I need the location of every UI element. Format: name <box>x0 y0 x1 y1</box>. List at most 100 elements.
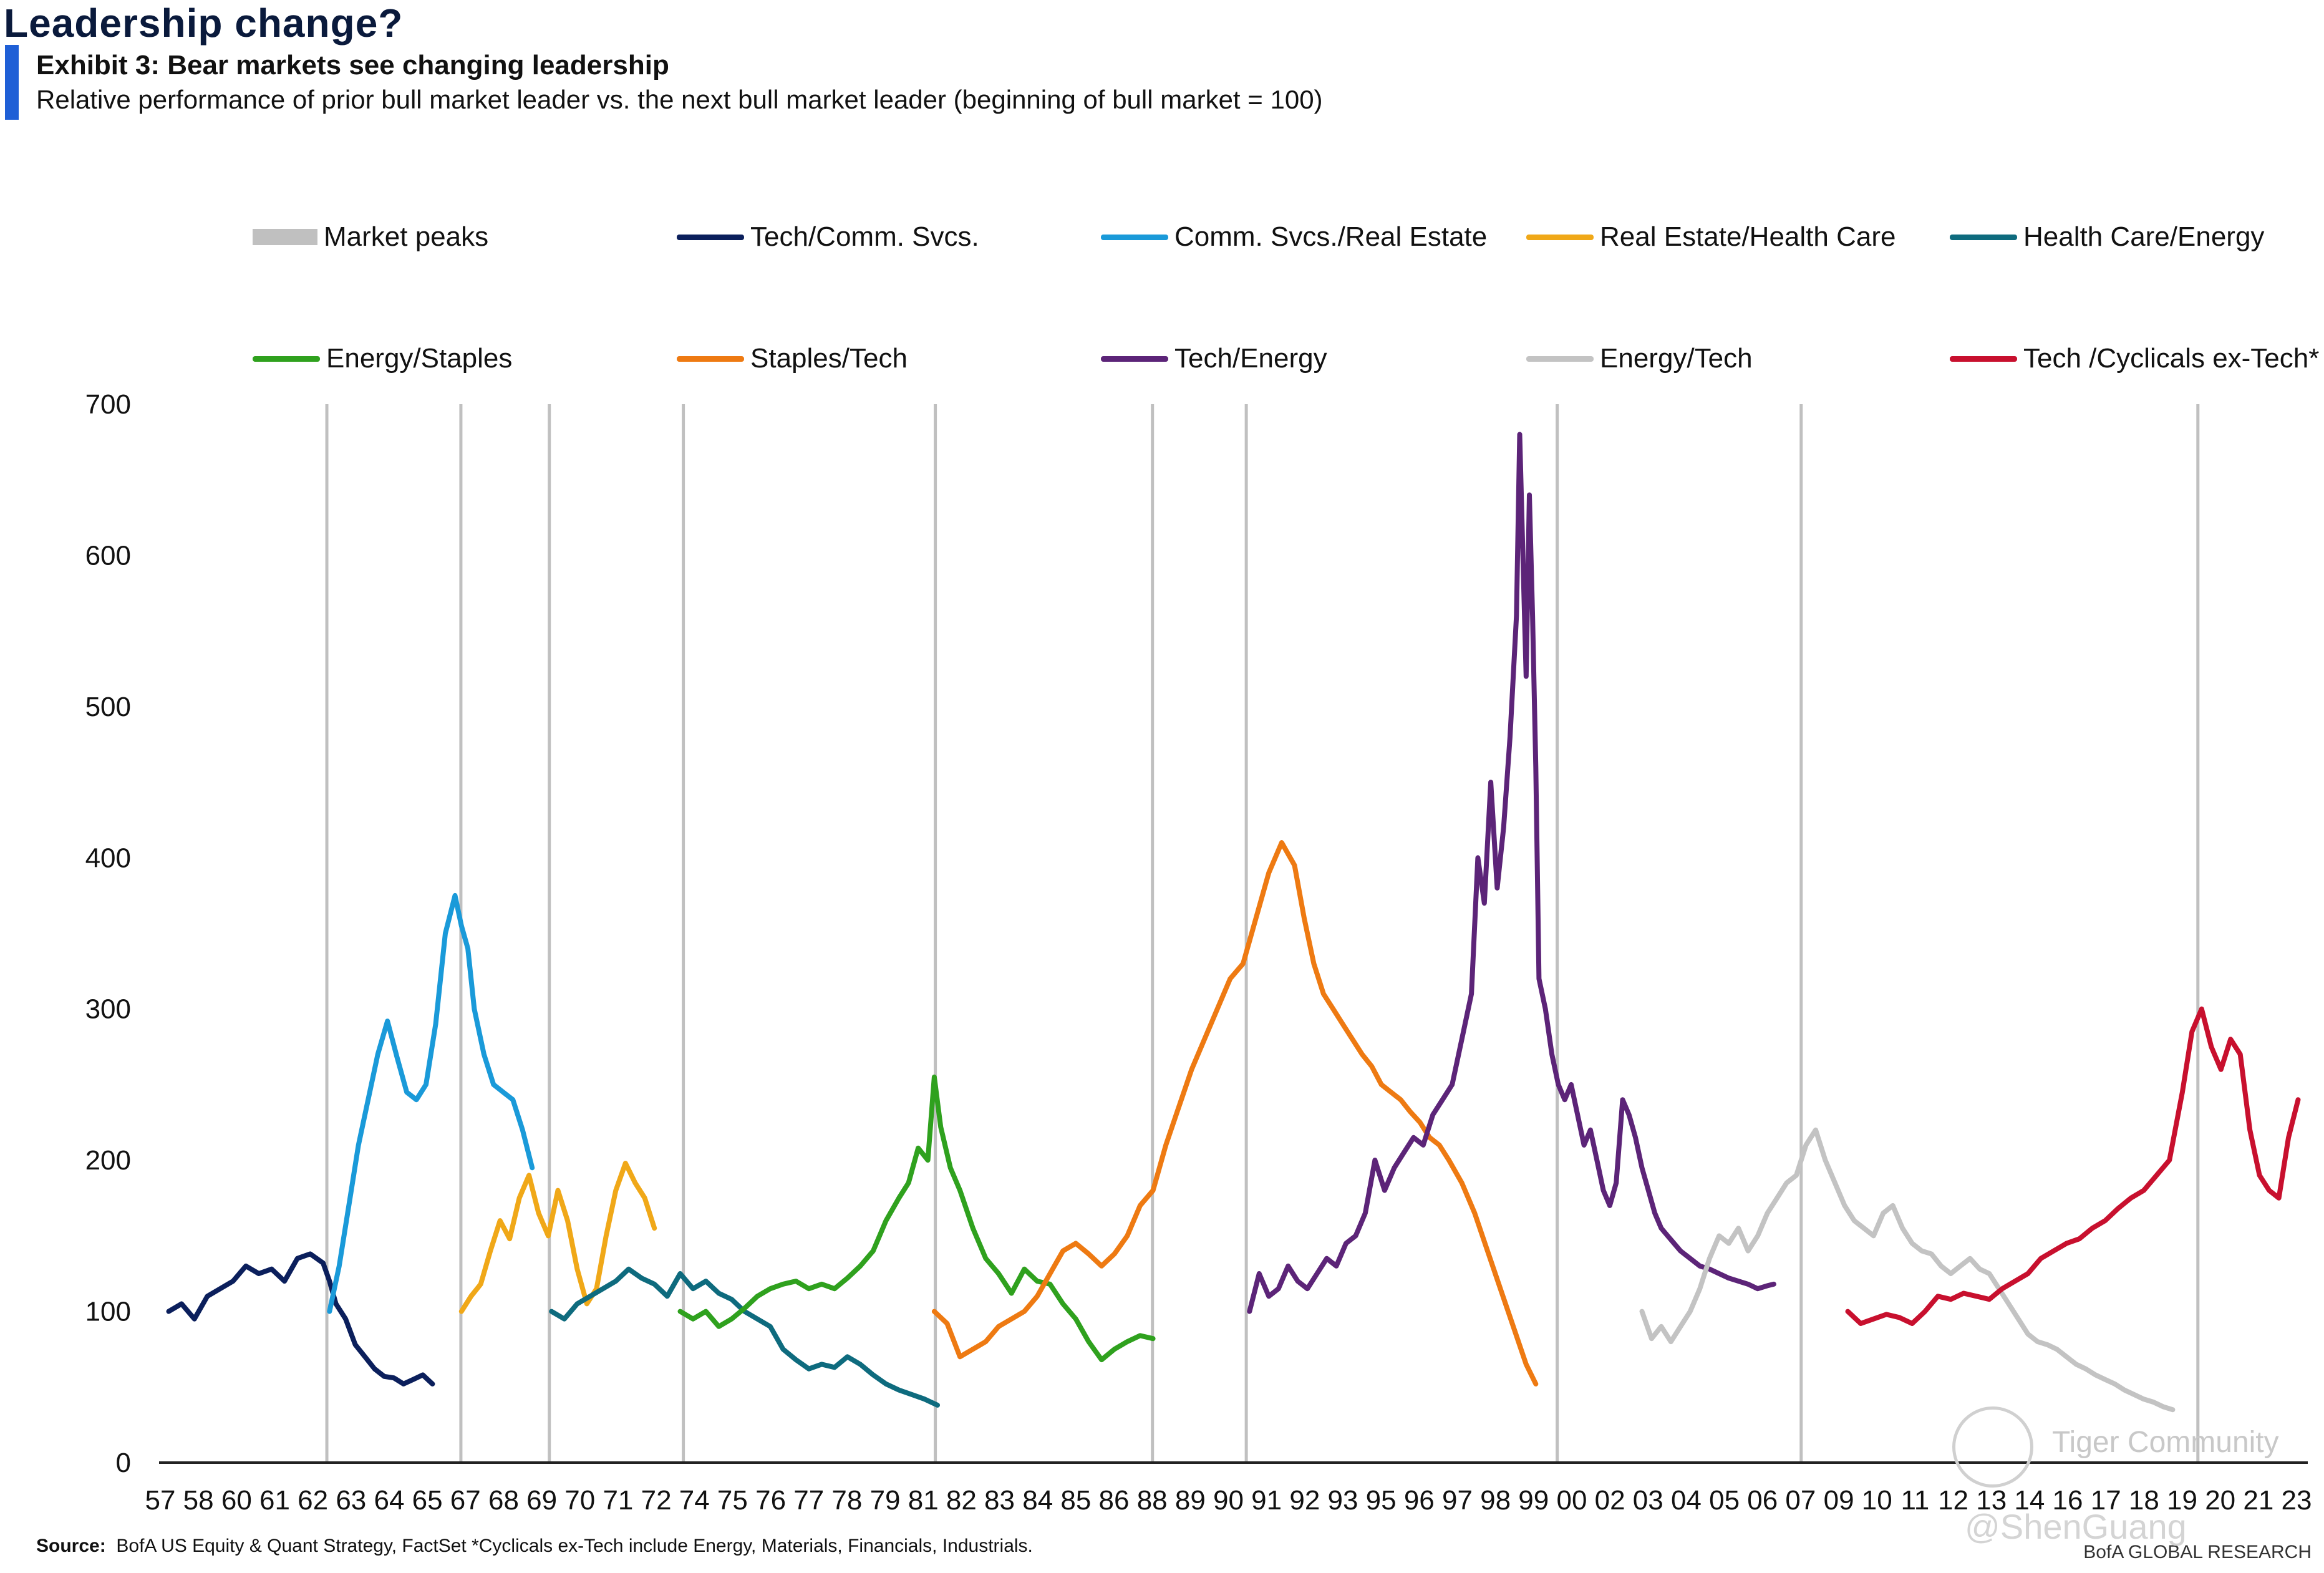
x-tick-label: 69 <box>526 1485 557 1516</box>
watermark-line1: Tiger Community <box>2052 1426 2279 1459</box>
x-tick-label: 89 <box>1175 1485 1206 1516</box>
y-tick-label: 600 <box>85 540 131 571</box>
x-tick-label: 67 <box>450 1485 481 1516</box>
x-tick-label: 14 <box>2014 1485 2045 1516</box>
series-line-5 <box>677 1074 1156 1363</box>
legend-label: Market peaks <box>324 221 489 252</box>
y-tick-label: 0 <box>116 1448 131 1478</box>
x-tick-label: 18 <box>2129 1485 2159 1516</box>
y-tick-label: 500 <box>85 692 131 722</box>
legend-item: Tech /Cyclicals ex-Tech* <box>1950 343 2319 374</box>
x-tick-label: 70 <box>564 1485 595 1516</box>
x-tick-label: 90 <box>1213 1485 1244 1516</box>
x-tick-label: 85 <box>1060 1485 1091 1516</box>
x-tick-label: 20 <box>2205 1485 2235 1516</box>
x-tick-label: 93 <box>1328 1485 1358 1516</box>
x-tick-label: 65 <box>412 1485 443 1516</box>
y-tick-label: 200 <box>85 1145 131 1176</box>
legend-swatch-icon <box>1526 356 1594 362</box>
x-tick-label: 62 <box>298 1485 328 1516</box>
x-tick-label: 09 <box>1824 1485 1854 1516</box>
title-accent-bar <box>5 45 19 120</box>
legend-item: Tech/Comm. Svcs. <box>677 221 979 253</box>
source-text: BofA US Equity & Quant Strategy, FactSet… <box>116 1536 1033 1556</box>
x-tick-label: 03 <box>1633 1485 1663 1516</box>
x-tick-label: 64 <box>374 1485 404 1516</box>
source-label: Source: <box>36 1536 106 1556</box>
legend-swatch-icon <box>1101 356 1168 362</box>
x-tick-label: 76 <box>755 1485 786 1516</box>
x-tick-label: 05 <box>1709 1485 1740 1516</box>
x-tick-label: 72 <box>641 1485 672 1516</box>
x-tick-label: 96 <box>1404 1485 1435 1516</box>
x-tick-label: 17 <box>2091 1485 2121 1516</box>
legend-swatch-icon <box>1101 234 1168 240</box>
legend-label: Energy/Staples <box>326 343 513 374</box>
legend-item: Comm. Svcs./Real Estate <box>1101 221 1487 253</box>
x-tick-label: 07 <box>1785 1485 1816 1516</box>
legend-item: Tech/Energy <box>1101 343 1327 374</box>
x-tick-label: 95 <box>1366 1485 1397 1516</box>
legend-label: Staples/Tech <box>750 343 908 374</box>
x-tick-label: 86 <box>1099 1485 1130 1516</box>
legend-item: Energy/Tech <box>1526 343 1753 374</box>
x-tick-label: 58 <box>183 1485 214 1516</box>
x-tick-label: 71 <box>603 1485 633 1516</box>
x-tick-label: 79 <box>870 1485 901 1516</box>
watermark-logo-icon <box>1952 1406 2033 1488</box>
exhibit-title: Exhibit 3: Bear markets see changing lea… <box>36 50 669 80</box>
legend-item: Market peaks <box>253 221 488 253</box>
legend-swatch-icon <box>253 229 317 245</box>
x-tick-label: 83 <box>984 1485 1015 1516</box>
x-tick-label: 91 <box>1251 1485 1282 1516</box>
y-tick-label: 100 <box>85 1297 131 1327</box>
legend-swatch-icon <box>677 356 744 362</box>
series-line-1 <box>166 1251 435 1387</box>
x-tick-label: 57 <box>145 1485 176 1516</box>
brand-label: BofA GLOBAL RESEARCH <box>2083 1542 2312 1562</box>
legend-label: Tech/Comm. Svcs. <box>750 221 979 252</box>
series-line-2 <box>327 893 535 1314</box>
x-tick-label: 00 <box>1556 1485 1587 1516</box>
legend-swatch-icon <box>677 234 744 240</box>
x-tick-label: 21 <box>2243 1485 2273 1516</box>
y-tick-label: 400 <box>85 843 131 873</box>
x-tick-label: 19 <box>2167 1485 2197 1516</box>
series-line-3 <box>458 1161 657 1314</box>
x-tick-label: 13 <box>1976 1485 2007 1516</box>
x-tick-label: 02 <box>1595 1485 1625 1516</box>
series-line-4 <box>549 1266 940 1408</box>
x-tick-label: 84 <box>1022 1485 1053 1516</box>
x-tick-label: 88 <box>1137 1485 1168 1516</box>
x-tick-label: 77 <box>793 1485 824 1516</box>
x-tick-label: 11 <box>1901 1485 1930 1516</box>
series-line-8 <box>1639 1127 2176 1413</box>
x-tick-label: 23 <box>2282 1485 2312 1516</box>
x-tick-label: 97 <box>1442 1485 1473 1516</box>
legend-label: Tech /Cyclicals ex-Tech* <box>2023 343 2320 374</box>
x-tick-label: 78 <box>831 1485 862 1516</box>
x-tick-label: 75 <box>717 1485 748 1516</box>
x-tick-label: 81 <box>908 1485 939 1516</box>
legend-swatch-icon <box>1950 234 2017 240</box>
legend-swatch-icon <box>1950 356 2017 362</box>
series-line-9 <box>1845 1006 2301 1326</box>
legend-swatch-icon <box>1526 234 1594 240</box>
legend-item: Staples/Tech <box>677 343 908 374</box>
legend-label: Tech/Energy <box>1174 343 1327 374</box>
x-tick-label: 68 <box>488 1485 519 1516</box>
legend-item: Energy/Staples <box>253 343 512 374</box>
x-tick-label: 99 <box>1518 1485 1549 1516</box>
x-tick-label: 92 <box>1289 1485 1320 1516</box>
x-tick-label: 16 <box>2053 1485 2083 1516</box>
page-headline: Leadership change? <box>4 1 404 46</box>
y-tick-label: 700 <box>85 389 131 420</box>
series-line-7 <box>1247 432 1776 1314</box>
legend-label: Health Care/Energy <box>2023 221 2265 252</box>
x-tick-label: 04 <box>1671 1485 1702 1516</box>
x-tick-label: 06 <box>1747 1485 1778 1516</box>
series-line-6 <box>931 840 1539 1387</box>
x-tick-label: 63 <box>336 1485 366 1516</box>
x-tick-label: 12 <box>1938 1485 1968 1516</box>
